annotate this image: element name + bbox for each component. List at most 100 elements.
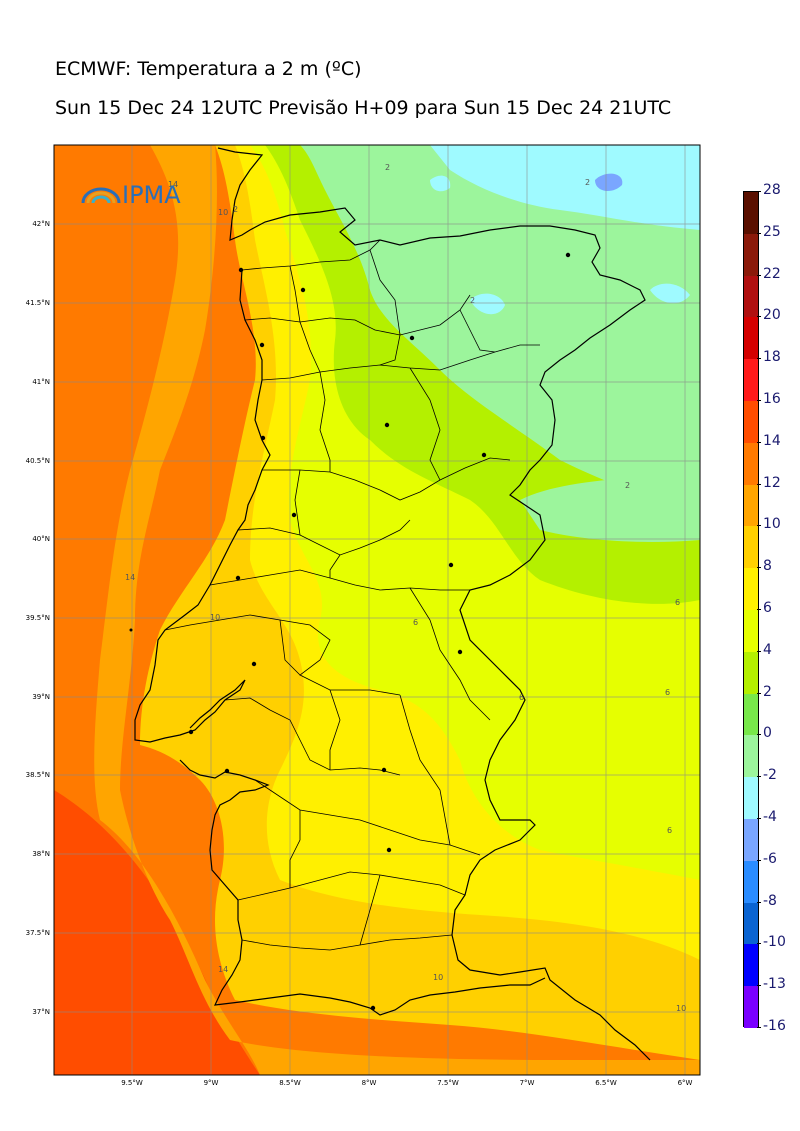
- lat-label: 40°N: [32, 535, 50, 543]
- colorbar-tick: [757, 483, 761, 485]
- colorbar-label: 6: [763, 600, 772, 616]
- lat-label: 38°N: [32, 850, 50, 858]
- colorbar-label: -6: [763, 850, 777, 867]
- colorbar-segment: [744, 484, 758, 527]
- lon-label: 9.5°W: [121, 1079, 143, 1087]
- logo-text: IPMA: [122, 181, 181, 209]
- lon-label: 6°W: [677, 1079, 693, 1087]
- colorbar-tick: [757, 901, 761, 903]
- colorbar-tick: [757, 776, 761, 778]
- lat-label: 38.5°N: [25, 771, 50, 779]
- colorbar-segment: [744, 442, 758, 486]
- colorbar-segment: [744, 693, 758, 736]
- colorbar-tick: [757, 316, 761, 318]
- colorbar-tick: [757, 650, 761, 652]
- contour-label: 10: [210, 613, 220, 622]
- colorbar-tick: [757, 985, 761, 987]
- colorbar-label: -16: [763, 1018, 786, 1034]
- contour-labels: 2 2 2 2 2 6 6 6 6 6 10 10 10 14 14 14 10: [125, 163, 686, 1013]
- colorbar-segment: [744, 317, 758, 360]
- colorbar-tick: [757, 232, 761, 234]
- colorbar-label: 10: [763, 516, 781, 533]
- lat-label: 37°N: [32, 1008, 50, 1016]
- colorbar-tick: [757, 692, 761, 694]
- colorbar-segment: [744, 526, 758, 569]
- contour-label: 2: [385, 163, 390, 172]
- contour-label: 6: [665, 688, 670, 697]
- colorbar-segment: [744, 275, 758, 318]
- lat-label: 39°N: [32, 693, 50, 701]
- colorbar-tick: [757, 274, 761, 276]
- colorbar-label: -13: [763, 976, 786, 993]
- colorbar-tick: [757, 525, 761, 527]
- colorbar-label: 4: [763, 641, 772, 658]
- colorbar-segment: [744, 401, 758, 444]
- contour-label: 2: [233, 205, 238, 214]
- city-markers: [129, 252, 571, 1011]
- graticule: [54, 145, 700, 1075]
- colorbar-tick: [757, 191, 761, 192]
- colorbar-segment: [744, 902, 758, 945]
- contour-label: 14: [218, 965, 228, 974]
- contour-label: 10: [676, 1004, 686, 1013]
- colorbar-tick: [757, 734, 761, 736]
- colorbar-label: 14: [763, 432, 781, 449]
- contour-label: 6: [519, 693, 524, 702]
- lon-label: 7.5°W: [437, 1079, 459, 1087]
- colorbar-segment: [744, 860, 758, 904]
- colorbar-segment: [744, 819, 758, 862]
- contour-label: 14: [125, 573, 135, 582]
- rainbow-arc-icon: [81, 187, 121, 204]
- colorbar-segment: [744, 944, 758, 987]
- contour-label: 6: [675, 598, 680, 607]
- colorbar-tick: [757, 567, 761, 569]
- colorbar-label: 2: [763, 683, 772, 700]
- colorbar-tick: [757, 609, 761, 610]
- map-title: ECMWF: Temperatura a 2 m (ºC): [55, 58, 362, 80]
- colorbar-tick: [757, 441, 761, 443]
- temperature-field: [54, 145, 700, 1075]
- lat-label: 41.5°N: [25, 299, 50, 307]
- colorbar-tick: [757, 943, 761, 945]
- colorbar-label: -10: [763, 934, 786, 951]
- lon-label: 7°W: [519, 1079, 535, 1087]
- colorbar-label: 28: [763, 182, 781, 198]
- lat-label: 41°N: [32, 378, 50, 386]
- lat-label: 37.5°N: [25, 929, 50, 937]
- colorbar-segment: [744, 359, 758, 402]
- colorbar-segment: [744, 192, 758, 235]
- colorbar-label: 22: [763, 265, 781, 282]
- contour-label: 14: [168, 180, 178, 189]
- colorbar-label: 18: [763, 349, 781, 366]
- colorbar-label: -2: [763, 767, 777, 784]
- colorbar-label: 20: [763, 307, 781, 324]
- lon-label: 8.5°W: [279, 1079, 301, 1087]
- colorbar-segment: [744, 986, 758, 1029]
- contour-label: 6: [667, 826, 672, 835]
- contour-label: 10: [433, 973, 443, 982]
- colorbar-label: 12: [763, 474, 781, 491]
- colorbar-segment: [744, 651, 758, 695]
- colorbar-tick: [757, 818, 761, 819]
- lon-label: 6.5°W: [595, 1079, 617, 1087]
- map-subtitle: Sun 15 Dec 24 12UTC Previsão H+09 para S…: [55, 97, 672, 119]
- colorbar-label: -4: [763, 809, 777, 825]
- colorbar-tick: [757, 358, 761, 360]
- colorbar-segment: [744, 568, 758, 611]
- lat-label: 40.5°N: [25, 457, 50, 465]
- lat-label: 42°N: [32, 220, 50, 228]
- district-borders: [164, 239, 540, 951]
- colorbar-label: 16: [763, 391, 781, 407]
- colorbar-segment: [744, 610, 758, 653]
- contour-label: 2: [470, 296, 475, 305]
- lon-label: 9°W: [203, 1079, 219, 1087]
- colorbar-label: -8: [763, 892, 777, 909]
- contour-label: 10: [218, 208, 228, 217]
- colorbar-label: 0: [763, 725, 772, 742]
- colorbar-label: 8: [763, 558, 772, 575]
- contour-label: 2: [625, 481, 630, 490]
- colorbar-tick: [757, 1027, 761, 1028]
- colorbar-tick: [757, 859, 761, 861]
- colorbar-segment: [744, 735, 758, 778]
